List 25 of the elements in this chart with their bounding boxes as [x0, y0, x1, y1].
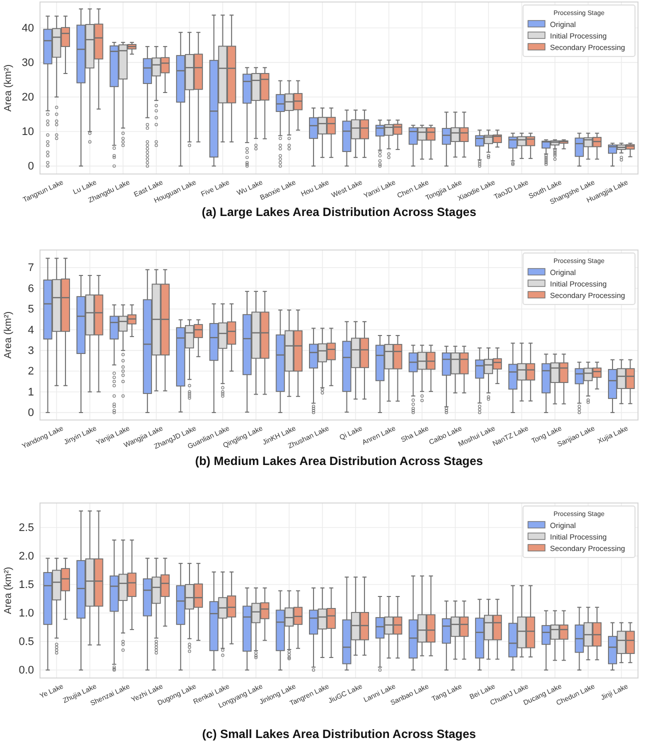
y-tick-label: 0.0	[18, 664, 34, 677]
y-tick-label: 1.0	[18, 608, 34, 620]
y-axis-title: Area (km²)	[3, 311, 14, 359]
y-tick-label: 40	[22, 22, 34, 34]
y-tick-label: 0	[28, 407, 34, 420]
y-axis-title: Area (km²)	[3, 64, 14, 112]
y-tick-label: 2.0	[18, 550, 34, 563]
y-tick-label: 1.5	[18, 579, 34, 592]
y-tick-label: 30	[22, 56, 34, 69]
y-tick-label: 1	[28, 386, 34, 398]
y-tick-label: 10	[22, 126, 34, 138]
text: (c) Small Lakes Area Distribution Across Stages	[202, 727, 476, 741]
y-tick-label: 2	[28, 366, 34, 378]
y-tick-label: 4	[28, 324, 34, 336]
y-tick-label: 7	[28, 262, 34, 274]
y-tick-label: 0.5	[18, 636, 34, 648]
y-axis-title: Area (km²)	[3, 566, 14, 614]
y-tick-label: 20	[22, 92, 34, 104]
y-tick-label: 5	[28, 304, 34, 316]
y-tick-label: 3	[28, 344, 34, 357]
y-tick-label: 6	[28, 282, 34, 295]
y-tick-label: 0	[28, 160, 34, 173]
text: (b) Medium Lakes Area Distribution Across Stages	[195, 454, 484, 468]
text: (a) Large Lakes Area Distribution Across Stages	[202, 205, 477, 219]
y-tick-label: 2.5	[18, 522, 34, 534]
